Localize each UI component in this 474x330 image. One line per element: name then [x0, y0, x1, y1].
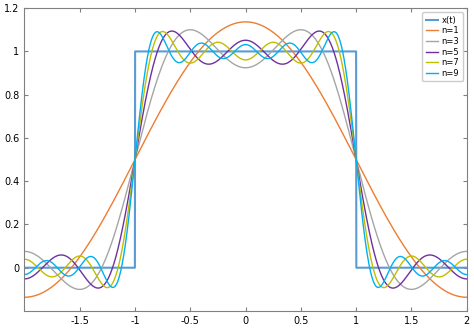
Line: x(t): x(t): [24, 51, 467, 268]
n=9: [208, 47, 213, 51]
n=5: [464, 277, 470, 281]
x(t): [132, 50, 138, 53]
Line: n=3: n=3: [24, 30, 467, 289]
x(t): [450, 266, 456, 270]
n=9: [110, 285, 116, 289]
n=3: [232, 63, 237, 67]
n=1: [211, 34, 217, 38]
n=3: [464, 249, 470, 253]
n=5: [343, 100, 349, 104]
x(t): [211, 50, 217, 53]
Line: n=5: n=5: [24, 31, 467, 288]
x(t): [428, 266, 434, 270]
n=1: [464, 295, 470, 299]
n=5: [428, 253, 434, 257]
n=1: [450, 293, 456, 297]
n=7: [160, 29, 165, 33]
n=9: [232, 49, 237, 53]
Line: n=9: n=9: [24, 32, 467, 287]
n=1: [207, 37, 213, 41]
n=1: [343, 138, 349, 142]
n=5: [169, 29, 175, 33]
n=7: [381, 286, 387, 290]
n=5: [208, 62, 213, 66]
n=1: [21, 295, 27, 299]
Line: n=1: n=1: [24, 22, 467, 297]
n=3: [343, 118, 349, 122]
Legend: x(t), n=1, n=3, n=5, n=7, n=9: x(t), n=1, n=3, n=5, n=7, n=9: [422, 12, 463, 81]
n=7: [428, 271, 434, 275]
x(t): [21, 266, 27, 270]
n=7: [211, 41, 217, 45]
n=3: [428, 275, 434, 279]
n=3: [77, 287, 82, 291]
n=7: [343, 83, 349, 87]
n=9: [211, 51, 217, 55]
n=7: [450, 266, 456, 270]
n=5: [390, 286, 396, 290]
n=3: [208, 40, 213, 44]
n=9: [21, 273, 27, 277]
n=1: [428, 278, 434, 282]
Line: n=7: n=7: [24, 31, 467, 288]
x(t): [232, 50, 237, 53]
n=7: [464, 257, 470, 261]
n=3: [450, 254, 456, 258]
n=5: [232, 43, 237, 47]
n=9: [154, 30, 160, 34]
n=3: [211, 44, 217, 48]
n=3: [187, 28, 193, 32]
n=7: [21, 257, 27, 261]
n=9: [450, 263, 456, 267]
n=7: [232, 52, 237, 56]
n=9: [428, 269, 434, 273]
n=5: [450, 270, 456, 274]
n=9: [464, 273, 470, 277]
x(t): [343, 50, 349, 53]
n=3: [21, 249, 27, 253]
n=1: [243, 20, 248, 24]
n=1: [232, 21, 237, 25]
n=7: [208, 44, 213, 48]
x(t): [464, 266, 470, 270]
n=9: [343, 69, 349, 73]
n=5: [21, 277, 27, 281]
n=5: [211, 61, 217, 65]
x(t): [208, 50, 213, 53]
